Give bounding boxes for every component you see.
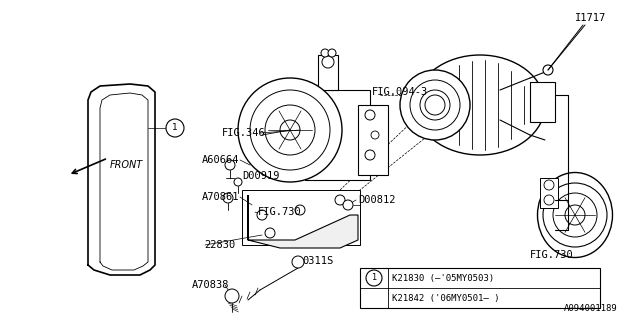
- Ellipse shape: [420, 90, 450, 120]
- Ellipse shape: [400, 70, 470, 140]
- Text: D00919: D00919: [242, 171, 280, 181]
- Ellipse shape: [538, 172, 612, 258]
- Circle shape: [280, 120, 300, 140]
- FancyBboxPatch shape: [360, 268, 600, 308]
- Text: A70838: A70838: [192, 280, 230, 290]
- Circle shape: [365, 110, 375, 120]
- Circle shape: [250, 90, 330, 170]
- Ellipse shape: [410, 80, 460, 130]
- Polygon shape: [248, 195, 358, 248]
- Circle shape: [265, 228, 275, 238]
- Circle shape: [225, 160, 235, 170]
- Circle shape: [223, 193, 233, 203]
- Text: D00812: D00812: [358, 195, 396, 205]
- Circle shape: [321, 49, 329, 57]
- Circle shape: [565, 205, 585, 225]
- FancyBboxPatch shape: [530, 82, 555, 122]
- Circle shape: [225, 289, 239, 303]
- FancyBboxPatch shape: [318, 55, 338, 90]
- FancyBboxPatch shape: [540, 178, 558, 208]
- Circle shape: [328, 49, 336, 57]
- Circle shape: [335, 195, 345, 205]
- Circle shape: [543, 183, 607, 247]
- Circle shape: [365, 150, 375, 160]
- Ellipse shape: [415, 55, 545, 155]
- Circle shape: [366, 270, 382, 286]
- Circle shape: [544, 195, 554, 205]
- Circle shape: [295, 205, 305, 215]
- Text: FIG.730: FIG.730: [530, 250, 573, 260]
- FancyBboxPatch shape: [305, 90, 370, 180]
- Circle shape: [425, 95, 445, 115]
- Text: FIG.730: FIG.730: [258, 207, 301, 217]
- Text: A094001189: A094001189: [564, 304, 618, 313]
- Circle shape: [544, 180, 554, 190]
- Text: A60664: A60664: [202, 155, 239, 165]
- Text: FRONT: FRONT: [110, 160, 143, 170]
- Text: A70861: A70861: [202, 192, 239, 202]
- Circle shape: [322, 56, 334, 68]
- Circle shape: [553, 193, 597, 237]
- Text: FIG.346: FIG.346: [222, 128, 266, 138]
- Text: K21830 (–'05MY0503): K21830 (–'05MY0503): [392, 274, 494, 283]
- Text: FIG.094-3: FIG.094-3: [372, 87, 428, 97]
- Circle shape: [234, 178, 242, 186]
- Circle shape: [343, 200, 353, 210]
- Circle shape: [292, 256, 304, 268]
- Circle shape: [238, 78, 342, 182]
- Circle shape: [265, 105, 315, 155]
- Text: I1717: I1717: [575, 13, 606, 23]
- Circle shape: [257, 210, 267, 220]
- Circle shape: [543, 65, 553, 75]
- Text: 1: 1: [172, 124, 178, 132]
- FancyBboxPatch shape: [358, 105, 388, 175]
- Text: 22830: 22830: [204, 240, 236, 250]
- Circle shape: [166, 119, 184, 137]
- FancyBboxPatch shape: [242, 190, 360, 245]
- Text: 1: 1: [371, 274, 376, 283]
- Text: 0311S: 0311S: [302, 256, 333, 266]
- Circle shape: [371, 131, 379, 139]
- Text: K21842 ('06MY0501– ): K21842 ('06MY0501– ): [392, 293, 499, 302]
